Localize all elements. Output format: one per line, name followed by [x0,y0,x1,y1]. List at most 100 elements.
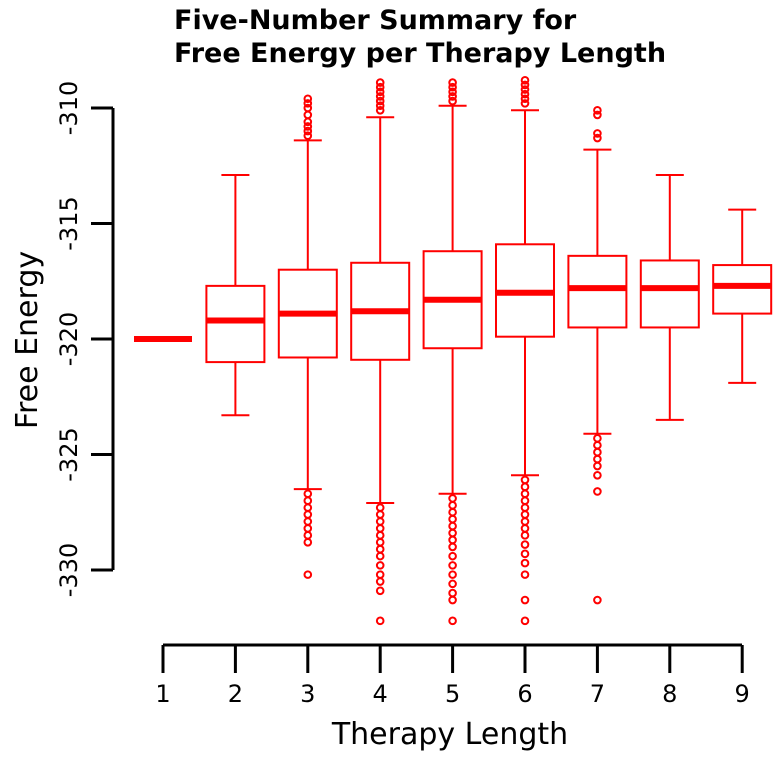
outlier-point [520,475,530,485]
outlier-point [375,537,385,547]
chart-title-line-1: Five-Number Summary for [174,5,577,36]
outlier-point [375,87,385,97]
box-series [134,75,773,626]
box-group [712,208,773,384]
x-tick-label: 4 [373,680,388,708]
outlier-point [520,558,530,568]
outlier-point [375,524,385,533]
outlier-point [375,586,385,596]
outlier-point [520,94,530,104]
outlier-point [303,131,313,141]
outlier-point [448,588,457,598]
y-tick-label: -330 [55,543,83,597]
outlier-point [448,82,457,92]
outlier-point [375,82,385,92]
x-tick-label: 8 [662,680,677,708]
outlier-point [448,501,457,510]
x-tick-label: 1 [155,680,170,708]
interquartile-box [567,254,628,329]
y-axis-label: Free Energy [10,251,45,429]
outlier-point [375,510,385,519]
outlier-point [375,92,385,101]
outlier-point [375,570,385,579]
outlier-point [520,85,530,94]
outlier-point [303,510,313,519]
outlier-point [448,92,457,101]
interquartile-box [712,264,773,315]
outlier-point [593,106,602,115]
outlier-point [593,461,602,471]
x-tick-label: 7 [590,680,605,708]
outlier-point [448,521,457,531]
outlier-point [303,496,313,506]
outlier-point [303,126,313,136]
y-tick-label: -320 [55,312,83,366]
outlier-point [448,507,457,517]
outlier-point [375,78,385,87]
outlier-point [520,595,530,605]
outlier-point [448,535,457,545]
outlier-point [303,110,313,120]
outlier-point [520,496,530,506]
outlier-point [448,561,457,570]
box-group [350,78,411,626]
outlier-point [593,470,602,480]
outlier-point [448,528,457,538]
outlier-point [448,542,457,552]
outlier-point [303,103,313,113]
outlier-point [448,87,457,97]
outlier-point [303,122,313,131]
interquartile-box [205,284,266,364]
outlier-point [448,96,457,106]
outlier-point [448,494,457,503]
outlier-point [593,434,602,443]
box-group [567,106,628,605]
interquartile-box [639,259,700,329]
box-group [422,78,483,626]
y-axis-ticks: -310 -315 -320 -325 -330 [55,81,113,597]
box-group [495,75,555,626]
outlier-point [375,616,385,626]
chart-title-line-2: Free Energy per Therapy Length [174,38,666,69]
outlier-point [375,577,385,586]
outlier-point [520,482,530,492]
outlier-point [375,503,385,512]
y-tick-label: -310 [55,81,83,135]
box-group [205,173,266,417]
x-tick-label: 3 [300,680,315,708]
outlier-point [448,78,457,87]
outlier-point [593,447,602,457]
x-tick-label: 5 [445,680,460,708]
outlier-point [303,117,313,127]
outlier-point [448,551,457,561]
x-tick-label: 2 [228,680,243,708]
outlier-point [593,110,602,120]
outlier-point [375,96,385,106]
outlier-point [375,517,385,526]
outlier-point [375,551,385,561]
outlier-point [375,531,385,540]
outlier-point [375,106,385,115]
outlier-point [303,524,313,533]
outlier-point [448,570,457,579]
outlier-point [520,531,530,540]
outlier-point [520,80,530,90]
outlier-point [520,570,530,579]
outlier-point [375,561,385,570]
outlier-point [520,524,530,533]
outlier-point [520,489,530,499]
outlier-point [448,595,457,605]
outlier-point [520,75,530,85]
outlier-point [375,544,385,554]
outlier-point [520,503,530,512]
box-group [639,173,700,421]
outlier-point [520,616,530,626]
x-axis-ticks: 1 2 3 4 5 6 7 8 9 [155,645,750,708]
outlier-point [448,579,457,589]
outlier-point [520,517,530,526]
outlier-point [520,89,530,99]
outlier-point [303,537,313,547]
y-tick-label: -325 [55,427,83,481]
box-group [277,94,338,579]
